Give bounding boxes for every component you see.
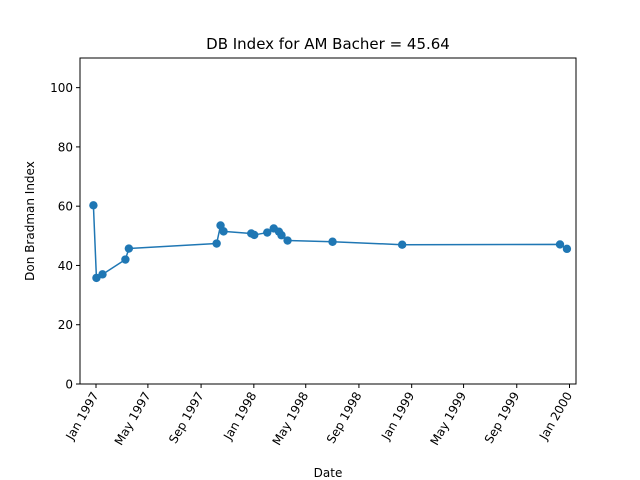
data-point [124, 244, 134, 253]
data-point [250, 230, 259, 240]
y-tick-label: 40 [58, 259, 73, 273]
chart-title: DB Index for AM Bacher = 45.64 [206, 35, 450, 53]
y-axis-label: Don Bradman Index [23, 161, 37, 281]
data-point [283, 236, 292, 245]
plot-frame [79, 57, 577, 385]
data-point [121, 255, 130, 264]
data-point [212, 239, 221, 248]
y-tick-label: 0 [65, 378, 73, 392]
y-tick-label: 100 [50, 81, 73, 95]
y-tick-label: 80 [58, 140, 73, 154]
data-point [263, 228, 272, 237]
y-tick-label: 20 [58, 318, 73, 332]
data-point [562, 244, 572, 254]
y-tick-label: 60 [58, 200, 73, 214]
data-point [219, 227, 228, 236]
data-point [555, 240, 565, 249]
data-point [89, 201, 98, 210]
data-point [98, 270, 107, 279]
data-point [328, 237, 337, 246]
x-axis-label: Date [314, 466, 343, 480]
data-point [397, 240, 407, 249]
data-point [277, 231, 286, 240]
data-point [92, 273, 101, 283]
